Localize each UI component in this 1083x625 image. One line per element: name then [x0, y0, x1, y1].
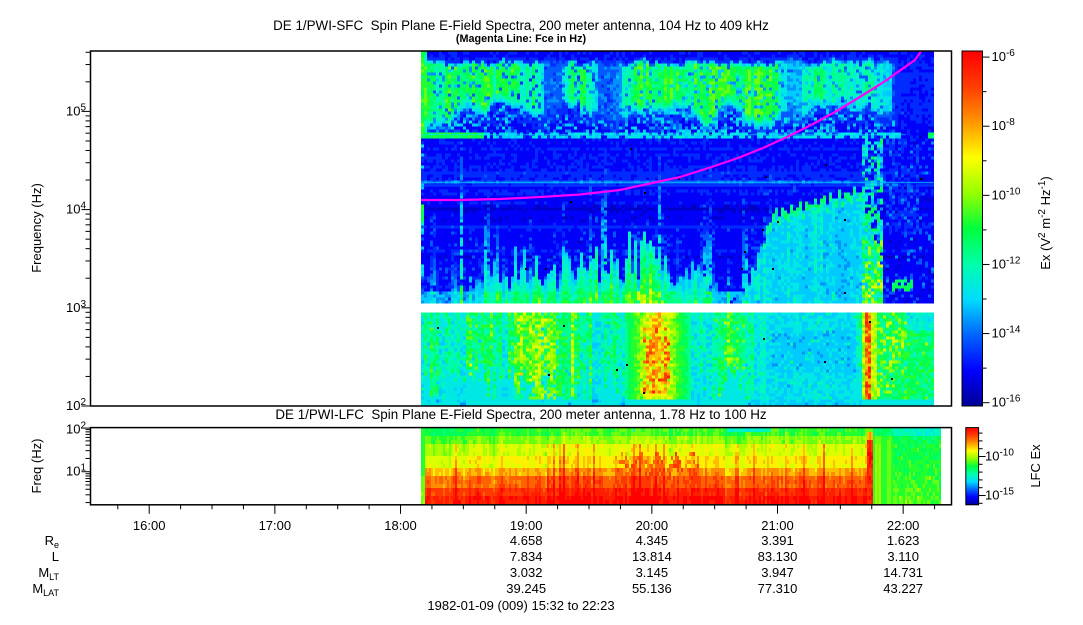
svg-text:3.947: 3.947	[761, 565, 794, 580]
svg-text:1982-01-09 (009) 15:32 to 22:2: 1982-01-09 (009) 15:32 to 22:23	[427, 598, 614, 613]
svg-text:20:00: 20:00	[636, 518, 669, 533]
svg-text:4.345: 4.345	[636, 533, 669, 548]
svg-text:14.731: 14.731	[883, 565, 923, 580]
svg-text:3.145: 3.145	[636, 565, 669, 580]
svg-text:(Magenta Line: Fce in Hz): (Magenta Line: Fce in Hz)	[456, 33, 587, 45]
svg-text:55.136: 55.136	[632, 581, 672, 596]
svg-text:19:00: 19:00	[510, 518, 543, 533]
svg-text:7.834: 7.834	[510, 549, 543, 564]
svg-text:39.245: 39.245	[506, 581, 546, 596]
svg-text:1.623: 1.623	[887, 533, 920, 548]
svg-text:LFC Ex: LFC Ex	[1028, 444, 1043, 488]
svg-text:22:00: 22:00	[887, 518, 920, 533]
svg-text:77.310: 77.310	[758, 581, 798, 596]
svg-text:DE 1/PWI-SFC Spin Plane E-Fie: DE 1/PWI-SFC Spin Plane E-Field Spectra,…	[273, 18, 769, 33]
svg-text:13.814: 13.814	[632, 549, 672, 564]
svg-text:Freq (Hz): Freq (Hz)	[29, 439, 44, 494]
svg-text:43.227: 43.227	[883, 581, 923, 596]
svg-text:3.032: 3.032	[510, 565, 543, 580]
svg-text:21:00: 21:00	[761, 518, 794, 533]
svg-text:3.391: 3.391	[761, 533, 794, 548]
svg-text:16:00: 16:00	[133, 518, 166, 533]
svg-text:4.658: 4.658	[510, 533, 543, 548]
svg-text:L: L	[52, 549, 59, 564]
svg-text:3.110: 3.110	[887, 549, 919, 564]
svg-text:83.130: 83.130	[758, 549, 798, 564]
svg-text:DE 1/PWI-LFC Spin Plane E-Fie: DE 1/PWI-LFC Spin Plane E-Field Spectra,…	[275, 407, 767, 422]
svg-text:Ex (V2 m-2 Hz-1): Ex (V2 m-2 Hz-1)	[1037, 176, 1053, 269]
svg-text:Frequency (Hz): Frequency (Hz)	[29, 183, 44, 273]
svg-text:17:00: 17:00	[259, 518, 292, 533]
svg-text:18:00: 18:00	[384, 518, 417, 533]
